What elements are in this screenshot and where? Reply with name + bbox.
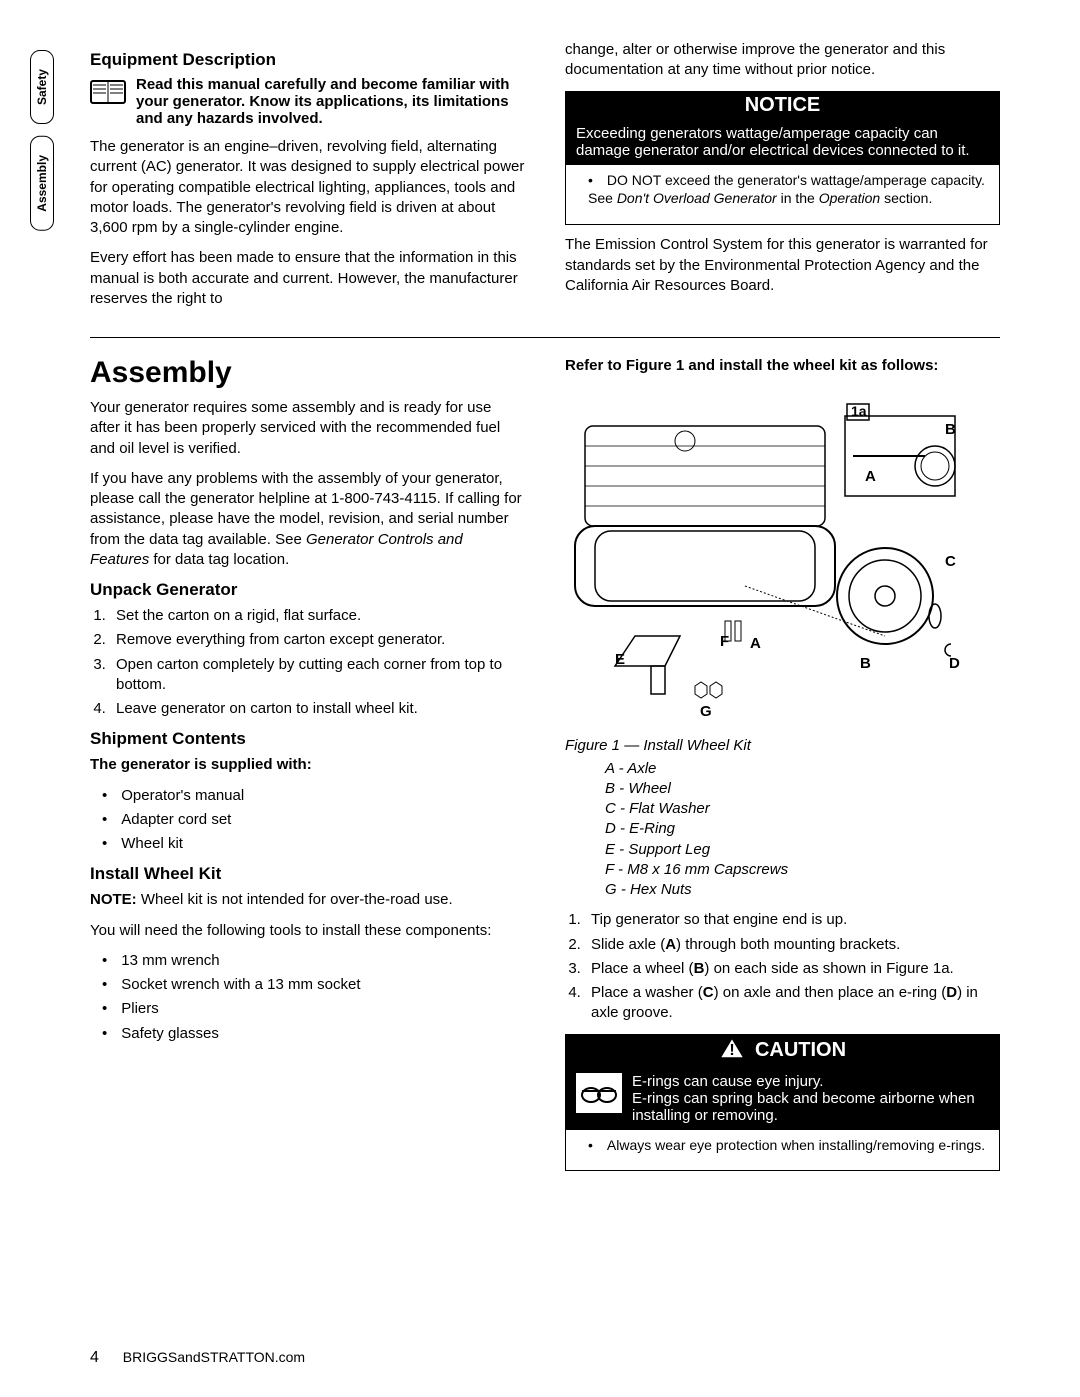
footer-site: BRIGGSandSTRATTON.com bbox=[123, 1349, 305, 1365]
shipment-item: Operator's manual bbox=[102, 786, 525, 806]
install-steps: Tip generator so that engine end is up. … bbox=[585, 910, 1000, 1023]
tool-item: Safety glasses bbox=[102, 1024, 525, 1044]
tool-item: Pliers bbox=[102, 999, 525, 1019]
fig-caption: Figure 1 — Install Wheel Kit bbox=[565, 736, 1000, 756]
svg-text:A: A bbox=[750, 635, 761, 652]
svg-text:E: E bbox=[615, 651, 625, 668]
svg-text:B: B bbox=[860, 655, 871, 672]
tab-assembly: Assembly bbox=[30, 136, 54, 231]
notice-box: NOTICE Exceeding generators wattage/ampe… bbox=[565, 91, 1000, 226]
sidebar-tabs: Safety Assembly bbox=[30, 50, 58, 243]
shipment-item: Adapter cord set bbox=[102, 810, 525, 830]
shipment-heading: Shipment Contents bbox=[90, 729, 525, 749]
tools-intro: You will need the following tools to ins… bbox=[90, 921, 525, 941]
caution-bullet: Always wear eye protection when installi… bbox=[588, 1136, 989, 1155]
svg-text:B: B bbox=[945, 421, 956, 438]
unpack-heading: Unpack Generator bbox=[90, 580, 525, 600]
svg-text:D: D bbox=[949, 655, 960, 672]
wheelkit-heading: Install Wheel Kit bbox=[90, 864, 525, 884]
install-step: Slide axle (A) through both mounting bra… bbox=[585, 935, 1000, 955]
svg-text:F: F bbox=[720, 633, 729, 650]
equip-p2: Every effort has been made to ensure tha… bbox=[90, 248, 525, 309]
notice-bullet: DO NOT exceed the generator's wattage/am… bbox=[588, 171, 989, 209]
manual-book-icon bbox=[90, 76, 126, 127]
tool-item: Socket wrench with a 13 mm socket bbox=[102, 975, 525, 995]
notice-dark: Exceeding generators wattage/amperage ca… bbox=[566, 119, 999, 165]
wheelkit-note: NOTE: Wheel kit is not intended for over… bbox=[90, 890, 525, 910]
install-step: Place a washer (C) on axle and then plac… bbox=[585, 983, 1000, 1024]
shipment-sub: The generator is supplied with: bbox=[90, 755, 525, 775]
unpack-step: Leave generator on carton to install whe… bbox=[110, 699, 525, 719]
parts-list: A - Axle B - Wheel C - Flat Washer D - E… bbox=[605, 759, 1000, 901]
notice-head: NOTICE bbox=[566, 92, 999, 119]
shipment-list: Operator's manual Adapter cord set Wheel… bbox=[102, 786, 525, 855]
fig-1a-label: 1a bbox=[851, 403, 867, 419]
safety-glasses-icon bbox=[576, 1073, 622, 1113]
equip-p1: The generator is an engine–driven, revol… bbox=[90, 137, 525, 238]
unpack-list: Set the carton on a rigid, flat surface.… bbox=[110, 606, 525, 719]
caution-l2: E-rings can spring back and become airbo… bbox=[632, 1090, 989, 1124]
assembly-p1: Your generator requires some assembly an… bbox=[90, 398, 525, 459]
equip-p2-cont: change, alter or otherwise improve the g… bbox=[565, 40, 1000, 81]
figure-1: 1a A B C D E F A B G bbox=[565, 386, 965, 726]
manual-note-text: Read this manual carefully and become fa… bbox=[136, 76, 525, 127]
unpack-step: Set the carton on a rigid, flat surface. bbox=[110, 606, 525, 626]
tools-list: 13 mm wrench Socket wrench with a 13 mm … bbox=[102, 951, 525, 1044]
caution-box: ! CAUTION E-rings can cause eye injury. … bbox=[565, 1034, 1000, 1172]
unpack-step: Remove everything from carton except gen… bbox=[110, 630, 525, 650]
equip-heading: Equipment Description bbox=[90, 50, 525, 70]
page-footer: 4 BRIGGSandSTRATTON.com bbox=[90, 1349, 305, 1367]
caution-l1: E-rings can cause eye injury. bbox=[632, 1073, 989, 1090]
install-step: Place a wheel (B) on each side as shown … bbox=[585, 959, 1000, 979]
install-step: Tip generator so that engine end is up. bbox=[585, 910, 1000, 930]
page-number: 4 bbox=[90, 1349, 99, 1366]
tab-safety: Safety bbox=[30, 50, 54, 124]
tool-item: 13 mm wrench bbox=[102, 951, 525, 971]
svg-text:G: G bbox=[700, 703, 712, 720]
unpack-step: Open carton completely by cutting each c… bbox=[110, 655, 525, 696]
svg-text:C: C bbox=[945, 553, 956, 570]
assembly-title: Assembly bbox=[90, 356, 525, 390]
emission-p: The Emission Control System for this gen… bbox=[565, 235, 1000, 296]
shipment-item: Wheel kit bbox=[102, 834, 525, 854]
assembly-p2: If you have any problems with the assemb… bbox=[90, 469, 525, 570]
caution-head: ! CAUTION bbox=[566, 1035, 999, 1067]
fig-ref: Refer to Figure 1 and install the wheel … bbox=[565, 356, 1000, 376]
svg-text:!: ! bbox=[729, 1042, 734, 1059]
svg-text:A: A bbox=[865, 468, 876, 485]
warning-triangle-icon: ! bbox=[719, 1037, 745, 1065]
